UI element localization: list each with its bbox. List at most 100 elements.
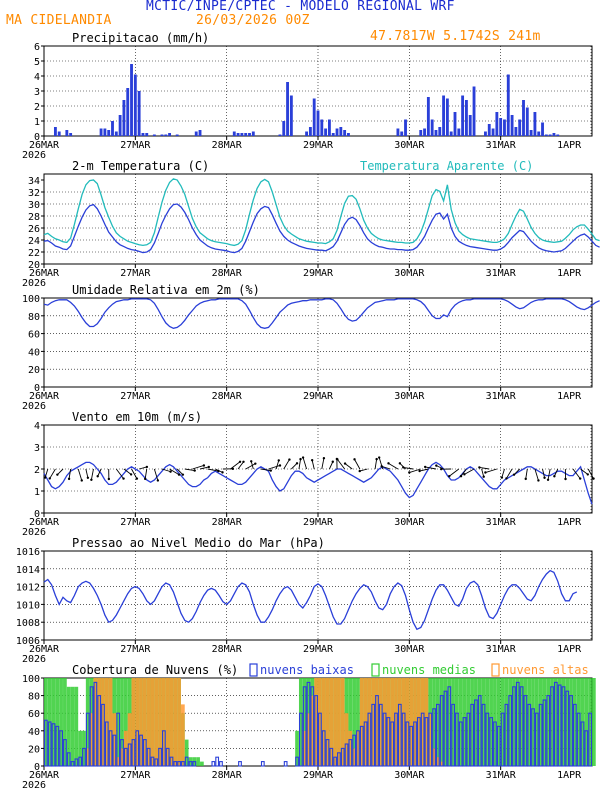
precip-bar <box>175 134 179 136</box>
y-tick-label: 0 <box>34 509 40 520</box>
cloud-bar-nuvens-baixas <box>295 756 299 767</box>
cloud-bar-nuvens-altas <box>158 678 162 766</box>
wind-arrow-head <box>122 477 125 480</box>
panel-3: 0 20 40 60 80 100 26MAR 27MAR 28MAR 29MAR 30MAR 31M… <box>22 283 600 412</box>
wind-arrow-head <box>418 469 421 473</box>
wind-arrow <box>298 459 301 470</box>
cloud-bar-nuvens-altas <box>150 678 155 766</box>
cloud-bar-nuvens-altas <box>344 713 349 766</box>
cloud-bar-nuvens-medias <box>508 678 513 766</box>
wind-arrow-head <box>181 473 185 476</box>
x-tick-label: 31MAR <box>486 140 517 151</box>
cloud-bar-nuvens-baixas <box>337 752 341 767</box>
wind-arrow-head <box>398 462 402 465</box>
y-tick-label: 26 <box>28 224 40 235</box>
precip-bar <box>312 98 316 136</box>
wind-arrow <box>485 468 497 473</box>
x-tick-label: 29MAR <box>303 770 334 781</box>
x-tick-label: 1APR <box>557 140 582 151</box>
wind-arrow-head <box>143 477 147 481</box>
x-tick-label: 29MAR <box>303 517 334 528</box>
wind-arrow <box>359 468 368 472</box>
cloud-bar-nuvens-altas <box>85 748 90 766</box>
cloud-bar-nuvens-medias <box>592 678 596 766</box>
cloud-bar-nuvens-baixas <box>302 686 307 767</box>
cloud-bar-nuvens-altas <box>378 678 383 766</box>
wind-arrow-head <box>129 473 133 476</box>
cloud-bar-nuvens-baixas <box>181 761 185 767</box>
cloud-bar-nuvens-medias <box>298 678 303 766</box>
wind-arrow-head <box>543 476 546 479</box>
cloud-bar-nuvens-baixas <box>321 730 326 767</box>
cloud-bar-nuvens-altas <box>432 748 436 766</box>
wind-arrow-head <box>553 475 556 478</box>
cloud-bar-nuvens-baixas <box>481 703 486 767</box>
cloud-bar-nuvens-altas <box>340 678 345 766</box>
wind-arrow <box>169 468 180 476</box>
x-tick-label: 29MAR <box>303 391 334 402</box>
cloud-bar-nuvens-medias <box>443 678 448 766</box>
x-tick-label: 28MAR <box>212 517 243 528</box>
cloud-bar-nuvens-medias <box>447 678 452 766</box>
cloud-bar-nuvens-baixas <box>527 703 532 767</box>
y-tick-label: 100 <box>22 674 40 685</box>
cloud-bar-nuvens-altas <box>314 678 318 766</box>
y-tick-label: 20 <box>28 744 40 755</box>
cloud-bar-nuvens-baixas <box>154 758 159 767</box>
precip-bar <box>316 110 320 136</box>
cloud-bar-nuvens-altas <box>356 730 360 766</box>
cloud-bar-nuvens-baixas <box>546 695 551 767</box>
cloud-bar-nuvens-baixas <box>93 681 98 767</box>
wind-arrow <box>144 468 148 479</box>
cloud-bar-nuvens-baixas <box>177 761 181 767</box>
cloud-bar-nuvens-baixas <box>59 730 64 767</box>
cloud-bar-nuvens-baixas <box>474 699 478 767</box>
precip-bar <box>347 133 350 136</box>
wind-arrow <box>580 468 589 475</box>
cloud-bar-nuvens-medias <box>63 678 67 766</box>
cloud-bar-nuvens-baixas <box>356 730 360 767</box>
precip-bar <box>111 121 114 136</box>
cloud-bar-nuvens-baixas <box>394 712 398 767</box>
panel-6: 0 20 40 60 80 100 26MAR 27MAR 28MAR 29MAR 30MAR 31M… <box>22 663 596 791</box>
precip-bar <box>518 119 522 136</box>
panel-5: 1006 1008 1010 1012 1014 1016 26MAR 27MAR 28MAR 2… <box>16 536 593 665</box>
cloud-bar-nuvens-baixas <box>382 712 387 767</box>
cloud-bar-nuvens-baixas <box>561 686 566 767</box>
legend-label: nuvens baixas <box>260 663 354 677</box>
cloud-bar-nuvens-baixas <box>458 721 463 767</box>
panel-4: 0 1 2 3 4 26MAR 27MAR 28MAR 29MAR 30MAR 31MAR 1APR 2… <box>22 410 595 538</box>
wind-arrow <box>90 468 94 480</box>
precip-bar <box>468 115 472 136</box>
cloud-bar-nuvens-medias <box>432 678 436 766</box>
y-tick-label: 3 <box>34 87 40 98</box>
precip-bar <box>133 74 137 136</box>
cloud-bar-nuvens-medias <box>512 678 516 766</box>
cloud-bar-nuvens-baixas <box>500 712 505 767</box>
cloud-bar-nuvens-baixas <box>310 686 315 767</box>
x-tick-label: 28MAR <box>212 644 243 655</box>
x-tick-label: 1APR <box>557 268 582 279</box>
wind-arrow <box>123 468 132 475</box>
wind-arrow <box>49 468 56 479</box>
cloud-bar-nuvens-baixas <box>306 681 311 767</box>
x-tick-label: 26MAR <box>29 391 60 402</box>
precip-bar <box>522 100 525 136</box>
panel-title: 2-m Temperatura (C) <box>72 159 209 173</box>
wind-arrow <box>329 461 334 470</box>
cloud-bar-nuvens-medias <box>439 678 444 766</box>
y-tick-label: 34 <box>28 176 40 187</box>
cloud-bar-nuvens-medias <box>51 678 56 766</box>
panel-title: Cobertura de Nuvens (%) <box>72 663 238 677</box>
wind-arrow <box>547 468 551 480</box>
panel-1: 0 1 2 3 4 5 6 26MAR 27MAR 28MAR 29MAR 30MAR 31MAR 1AP… <box>22 31 593 161</box>
cloud-bar-nuvens-baixas <box>405 721 410 767</box>
wind-arrow <box>587 468 594 479</box>
wind-arrow-head <box>277 459 280 462</box>
series-line-temperatura-c- <box>43 203 600 254</box>
wind-arrow <box>207 468 219 472</box>
precip-bar <box>487 124 491 136</box>
cloud-bar-nuvens-baixas <box>508 695 513 767</box>
wind-arrow-head <box>86 476 90 479</box>
precip-bar <box>461 95 465 136</box>
